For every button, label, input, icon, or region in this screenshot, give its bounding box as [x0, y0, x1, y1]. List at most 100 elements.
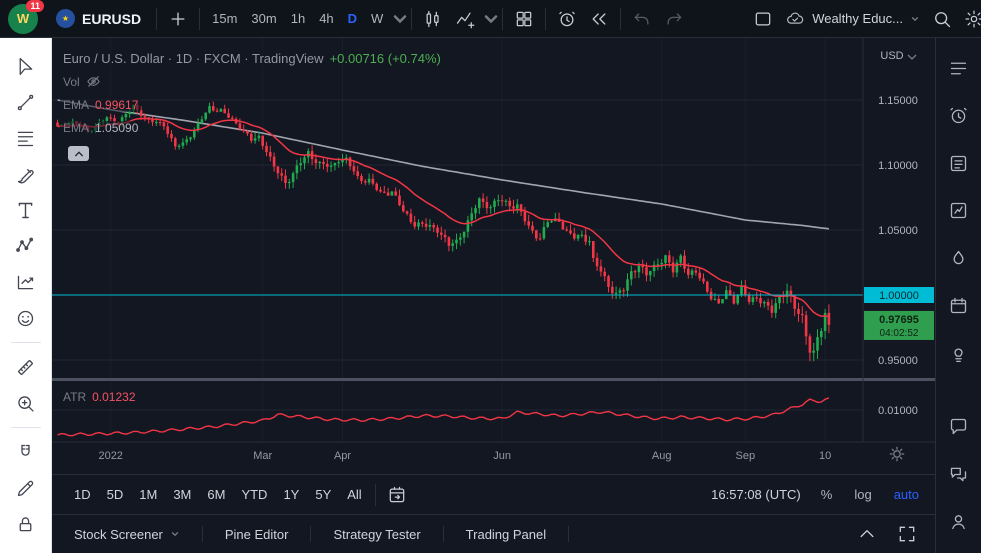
symbol-button[interactable]: ★ EURUSD [46, 9, 151, 28]
magnet-icon[interactable] [8, 434, 44, 470]
alerts-icon[interactable] [942, 100, 976, 133]
svg-text:Sep: Sep [736, 450, 756, 462]
indicators-dropdown-icon[interactable] [481, 3, 498, 35]
chat-icon[interactable] [942, 411, 976, 444]
indicators-icon[interactable] [449, 3, 481, 35]
percent-scale-button[interactable]: % [820, 487, 833, 502]
timeframe-D[interactable]: D [341, 6, 364, 31]
notification-badge: 11 [26, 0, 44, 12]
layout-grid-icon[interactable] [508, 3, 540, 35]
log-scale-button[interactable]: log [854, 487, 872, 502]
panel-maximize-icon[interactable] [891, 518, 923, 550]
people-icon[interactable] [942, 506, 976, 539]
svg-text:1.05000: 1.05000 [878, 225, 918, 237]
brush-icon[interactable] [8, 156, 44, 192]
ideas-icon[interactable] [942, 337, 976, 370]
streams-icon[interactable] [942, 458, 976, 491]
pattern-icon[interactable] [8, 228, 44, 264]
chart-title: Euro / U.S. Dollar · 1D · FXCM · Trading… [63, 51, 324, 66]
compare-add-icon[interactable] [162, 3, 194, 35]
zoom-icon[interactable] [8, 385, 44, 421]
emoji-icon[interactable] [8, 300, 44, 336]
account-menu[interactable]: Wealthy Educ... [779, 9, 926, 29]
range-3m[interactable]: 3M [165, 483, 199, 506]
tab-trading-panel[interactable]: Trading Panel [444, 515, 568, 553]
bar-replay-icon[interactable] [583, 3, 615, 35]
chart-style-candles-icon[interactable] [417, 3, 449, 35]
eye-hidden-icon[interactable] [86, 74, 101, 89]
timeframe-1h[interactable]: 1h [284, 6, 312, 31]
svg-text:1.00000: 1.00000 [879, 290, 919, 302]
range-6m[interactable]: 6M [199, 483, 233, 506]
forecast-icon[interactable] [8, 264, 44, 300]
top-toolbar: W 11 ★ EURUSD 15m 30m 1h 4h D W [0, 0, 981, 38]
ema-slow-legend-row[interactable]: EMA 1.05090 [60, 119, 444, 136]
svg-text:0.95000: 0.95000 [878, 355, 918, 367]
account-name: Wealthy Educ... [812, 11, 903, 26]
collapse-legend-button[interactable] [68, 146, 89, 161]
range-5y[interactable]: 5Y [307, 483, 339, 506]
toolbar-divider [10, 342, 41, 343]
ruler-icon[interactable] [8, 349, 44, 385]
data-window-icon[interactable] [942, 195, 976, 228]
watchlist-icon[interactable] [942, 52, 976, 85]
range-1m[interactable]: 1M [131, 483, 165, 506]
ema-slow-value: 1.05090 [95, 120, 139, 135]
ema-fast-value: 0.99617 [95, 97, 139, 112]
edit-icon[interactable] [8, 470, 44, 506]
tab-stock-screener[interactable]: Stock Screener [52, 515, 202, 553]
range-5d[interactable]: 5D [99, 483, 132, 506]
timeframe-30m[interactable]: 30m [244, 6, 283, 31]
timeframe-15m[interactable]: 15m [205, 6, 244, 31]
auto-scale-button[interactable]: auto [893, 487, 919, 502]
tab-strategy-tester[interactable]: Strategy Tester [311, 515, 442, 553]
timeframe-W[interactable]: W [364, 6, 390, 31]
settings-gear-icon[interactable] [958, 3, 981, 35]
range-group: 1D 5D 1M 3M 6M YTD 1Y 5Y All [66, 483, 370, 506]
panel-open-icon[interactable] [851, 518, 883, 550]
timeframe-dropdown-icon[interactable] [390, 3, 407, 35]
screener-dropdown-icon [170, 527, 180, 542]
right-sidebar [935, 38, 981, 553]
symbol-name: EURUSD [82, 10, 142, 27]
range-1y[interactable]: 1Y [275, 483, 307, 506]
toolbar-divider [411, 7, 413, 30]
hotlists-icon[interactable] [942, 242, 976, 275]
range-all[interactable]: All [339, 483, 369, 506]
tab-divider [568, 526, 570, 542]
tab-pine-editor[interactable]: Pine Editor [203, 515, 311, 553]
symbol-legend-row[interactable]: Euro / U.S. Dollar · 1D · FXCM · Trading… [60, 50, 444, 67]
go-to-date-icon[interactable] [381, 479, 413, 511]
tabs-group: Stock Screener Pine Editor Strategy Tester… [52, 515, 570, 553]
atr-legend-row[interactable]: ATR 0.01232 [60, 390, 139, 404]
search-icon[interactable] [926, 3, 958, 35]
account-logo[interactable]: W 11 [8, 0, 44, 34]
svg-text:Mar: Mar [253, 450, 272, 462]
text-icon[interactable] [8, 192, 44, 228]
lock-icon[interactable] [8, 506, 44, 542]
trend-line-icon[interactable] [8, 84, 44, 120]
range-1d[interactable]: 1D [66, 483, 99, 506]
layout-select-icon[interactable] [747, 3, 779, 35]
fib-retracement-icon[interactable] [8, 120, 44, 156]
clock-utc[interactable]: 16:57:08 (UTC) [711, 487, 801, 502]
redo-icon[interactable] [658, 3, 690, 35]
undo-icon[interactable] [626, 3, 658, 35]
timeframe-4h[interactable]: 4h [312, 6, 340, 31]
eu-flag-icon: ★ [56, 9, 75, 28]
alert-icon[interactable] [551, 3, 583, 35]
cursor-icon[interactable] [8, 48, 44, 84]
calendar-icon[interactable] [942, 290, 976, 323]
chart-legend: Euro / U.S. Dollar · 1D · FXCM · Trading… [60, 50, 444, 142]
toolbar-divider [620, 7, 622, 30]
range-ytd[interactable]: YTD [233, 483, 275, 506]
svg-text:Aug: Aug [652, 450, 672, 462]
chart-canvas[interactable]: USD 1.15000 1.10000 1.05000 0.95000 1.00000 0.… [52, 38, 935, 474]
cloud-saved-icon [787, 12, 804, 24]
volume-label: Vol [63, 74, 80, 89]
svg-text:Apr: Apr [334, 450, 351, 462]
ema-fast-legend-row[interactable]: EMA 0.99617 [60, 96, 444, 113]
news-icon[interactable] [942, 147, 976, 180]
volume-legend-row[interactable]: Vol [60, 73, 444, 90]
